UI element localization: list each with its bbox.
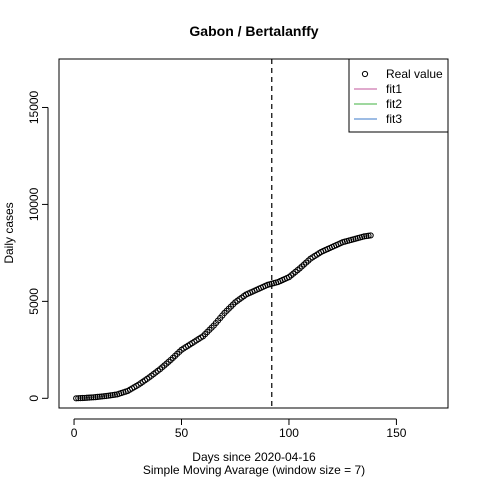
x-tick-label: 0 [71, 426, 78, 440]
x-axis-label: Days since 2020-04-16 [192, 450, 316, 464]
data-point [98, 393, 106, 400]
data-point [107, 392, 114, 399]
data-point [365, 232, 372, 239]
data-point [367, 232, 374, 239]
y-tick-label: 15000 [27, 90, 41, 124]
data-point [101, 393, 108, 400]
data-point [94, 393, 101, 401]
y-axis-label: Daily cases [2, 202, 16, 263]
legend-label: Real value [386, 67, 443, 81]
legend-label: fit3 [386, 112, 402, 126]
data-point [79, 394, 86, 402]
legend-point-marker [361, 70, 369, 78]
y-tick-label: 10000 [27, 187, 41, 221]
legend-label: fit1 [386, 82, 402, 96]
data-point [75, 395, 82, 402]
data-point [96, 393, 103, 400]
data-point [105, 392, 112, 399]
plot-frame [58, 58, 449, 409]
legend-label: fit2 [386, 97, 402, 111]
x-axis-sublabel: Simple Moving Avarage (window size = 7) [143, 463, 365, 477]
y-tick-label: 5000 [27, 288, 41, 315]
data-point [77, 395, 84, 402]
data-point [85, 394, 93, 401]
x-tick-label: 100 [279, 426, 299, 440]
data-point [361, 233, 368, 240]
data-point [83, 394, 91, 401]
data-point [363, 232, 370, 240]
chart-title: Gabon / Bertalanffy [189, 23, 318, 39]
data-point [73, 395, 80, 402]
data-point [81, 394, 88, 402]
x-tick-label: 150 [386, 426, 406, 440]
data-point [92, 394, 99, 401]
data-point [111, 391, 118, 398]
data-point [103, 392, 110, 400]
data-point [109, 391, 116, 399]
x-tick-label: 50 [175, 426, 189, 440]
data-point [90, 394, 97, 401]
y-tick-label: 0 [27, 395, 41, 402]
data-point [88, 394, 95, 401]
